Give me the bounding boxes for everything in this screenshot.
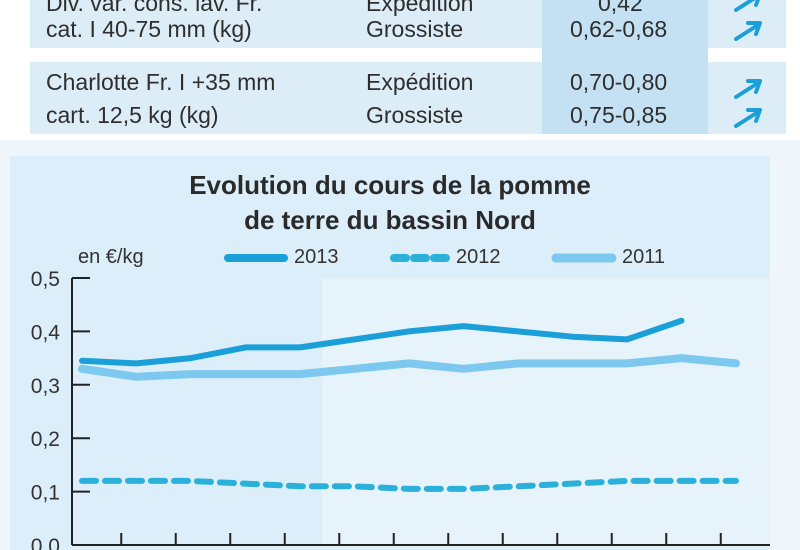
up-right-arrow-icon <box>734 79 762 99</box>
stage-label: Grossiste <box>366 16 464 42</box>
chart-title: Evolution du cours de la pomme <box>189 170 591 200</box>
y-tick-label: 0,3 <box>31 375 60 398</box>
series-line-2013 <box>79 317 685 367</box>
product-label: cat. I 40-75 mm (kg) <box>46 16 252 42</box>
price-value: 0,70-0,80 <box>570 69 668 95</box>
up-right-arrow-icon <box>734 108 762 128</box>
series-line-2012 <box>79 477 739 492</box>
y-tick-label: 0,2 <box>31 428 60 451</box>
stage-label: Expédition <box>366 0 474 16</box>
y-tick-label: 0,0 <box>31 535 60 550</box>
series-line-2011 <box>78 354 740 381</box>
up-right-arrow-icon <box>734 21 762 41</box>
price-value: 0,42 <box>598 0 643 16</box>
product-label: Charlotte Fr. I +35 mm <box>46 69 276 95</box>
legend-label-2012: 2012 <box>456 246 501 268</box>
chart-subtitle: de terre du bassin Nord <box>244 205 536 235</box>
legend-label-2013: 2013 <box>294 246 339 268</box>
legend-label-2011: 2011 <box>622 246 666 268</box>
y-tick-label: 0,4 <box>31 321 61 344</box>
y-tick-label: 0,1 <box>31 482 60 505</box>
y-axis-unit-label: en €/kg <box>78 246 144 268</box>
stage-label: Grossiste <box>366 102 464 128</box>
price-column <box>542 0 708 134</box>
price-value: 0,62-0,68 <box>570 16 668 42</box>
stage-label: Expédition <box>366 69 474 95</box>
plot-background-band <box>322 278 770 545</box>
product-label: Div. var. cons. lav. Fr. <box>46 0 263 16</box>
product-label: cart. 12,5 kg (kg) <box>46 102 219 128</box>
price-table: Div. var. cons. lav. Fr. cat. I 40-75 mm… <box>0 0 800 140</box>
y-tick-label: 0,5 <box>31 268 60 291</box>
price-value: 0,75-0,85 <box>570 102 668 128</box>
up-right-arrow-icon <box>734 0 760 12</box>
